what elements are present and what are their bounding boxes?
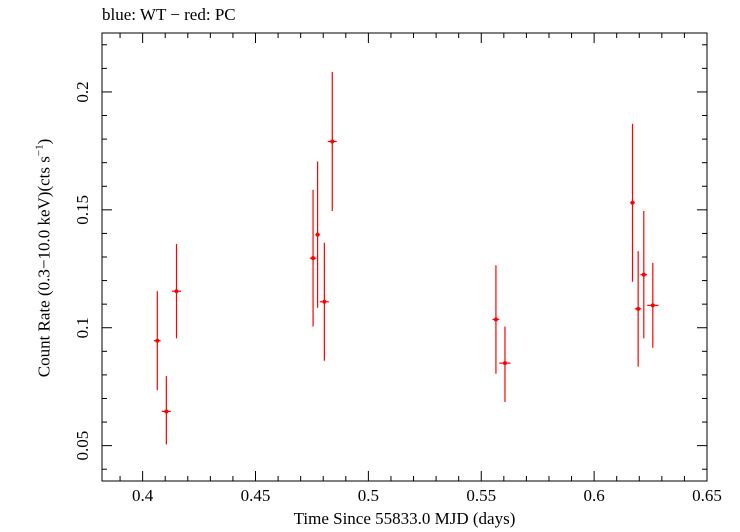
data-point (640, 211, 648, 339)
x-tick-label: 0.65 (692, 486, 722, 505)
x-tick-label: 0.6 (584, 486, 605, 505)
data-point (153, 291, 161, 391)
point-marker (311, 256, 316, 261)
x-tick-label: 0.55 (466, 486, 496, 505)
point-marker (502, 361, 507, 366)
x-axis-label: Time Since 55833.0 MJD (days) (293, 509, 516, 528)
data-point (171, 244, 182, 339)
axis-ticks (102, 33, 708, 481)
point-marker (636, 306, 641, 311)
data-point (634, 251, 642, 367)
data-point (492, 265, 500, 374)
y-tick-label: 0.05 (73, 431, 92, 461)
data-point (647, 262, 659, 348)
data-point (499, 326, 511, 403)
x-tick-label: 0.45 (241, 486, 271, 505)
point-marker (174, 289, 179, 294)
tick-labels: 0.4 0.45 0.5 0.55 0.6 0.65 0.05 0.1 0.15 0.2 (73, 81, 722, 505)
data-point (319, 242, 329, 361)
data-point (161, 376, 171, 445)
y-tick-label: 0.1 (73, 317, 92, 338)
point-marker (641, 272, 646, 277)
data-point (315, 161, 320, 308)
x-tick-label: 0.4 (132, 486, 154, 505)
point-marker (164, 409, 169, 414)
data-points (153, 71, 659, 445)
plot-frame (101, 32, 708, 482)
point-marker (630, 200, 635, 205)
data-point (630, 123, 635, 282)
y-tick-label: 0.15 (73, 195, 92, 225)
chart-title: blue: WT − red: PC (102, 5, 236, 24)
y-tick-label: 0.2 (73, 81, 92, 102)
point-marker (650, 303, 655, 308)
point-marker (330, 139, 335, 144)
x-tick-label: 0.5 (358, 486, 379, 505)
y-axis-label-superscript: −1 (33, 144, 46, 157)
y-axis-label-end: ) (34, 138, 54, 145)
y-axis-label-main: Count Rate (0.3−10.0 keV)(cts s (34, 156, 54, 378)
point-marker (322, 299, 327, 304)
data-point (327, 71, 337, 212)
y-axis-label: Count Rate (0.3−10.0 keV)(cts s−1) (34, 139, 55, 378)
point-marker (315, 232, 320, 237)
point-marker (493, 317, 498, 322)
point-marker (155, 338, 160, 343)
data-point (309, 189, 317, 327)
